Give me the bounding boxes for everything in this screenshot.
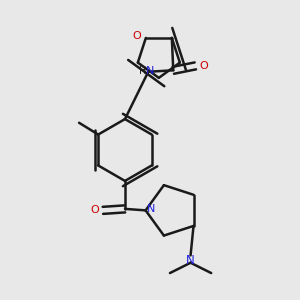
Text: H: H [139,66,146,76]
Text: N: N [146,66,154,76]
Text: N: N [186,254,195,267]
Text: O: O [199,61,208,71]
Text: N: N [147,204,155,214]
Text: O: O [133,32,141,41]
Text: O: O [90,206,99,215]
